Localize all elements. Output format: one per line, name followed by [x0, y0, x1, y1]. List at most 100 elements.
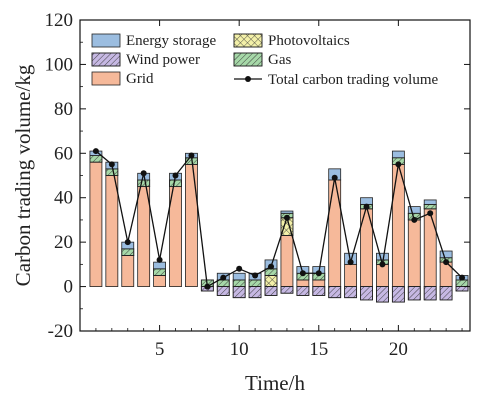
bar-wind-power-21-hatch: [407, 286, 421, 301]
bar-gas-11-hatch: [248, 279, 262, 287]
total-point-8: [204, 283, 211, 290]
total-point-19: [379, 261, 386, 268]
bar-energy-storage-5: [153, 261, 166, 270]
bar-grid-13: [280, 235, 294, 287]
legend-photovoltaics-swatch-hatch: [233, 33, 263, 48]
bar-wind-power-23-hatch: [439, 286, 453, 301]
legend-photovoltaics-label: Photovoltaics: [268, 33, 350, 49]
bar-wind-power-9-hatch: [216, 286, 230, 296]
total-point-22: [427, 210, 434, 217]
bar-gas-6-hatch: [169, 179, 182, 188]
total-point-12: [268, 263, 275, 270]
bar-grid-1: [89, 161, 103, 287]
bar-energy-storage-19: [376, 252, 389, 261]
y-tick-label: 0: [64, 277, 74, 298]
bar-energy-storage-10: [232, 272, 246, 281]
legend-gas-label: Gas: [268, 52, 291, 68]
legend-grid-swatch: [91, 71, 121, 86]
legend-grid-label: Grid: [126, 71, 154, 87]
bar-gas-4-hatch: [137, 179, 151, 188]
total-point-21: [411, 216, 418, 223]
bar-photovoltaics-12-hatch: [264, 275, 278, 287]
bar-gas-3-hatch: [121, 248, 135, 256]
y-tick-label: 100: [45, 54, 74, 75]
bar-grid-7: [185, 163, 198, 287]
total-point-1: [92, 148, 99, 155]
bar-grid-19: [376, 263, 389, 287]
y-tick-label: 80: [54, 99, 73, 120]
bar-grid-2: [105, 175, 119, 287]
total-point-5: [156, 256, 163, 263]
total-point-17: [347, 259, 354, 266]
total-point-18: [363, 203, 370, 210]
y-tick-label: 20: [54, 232, 73, 253]
bar-wind-power-16-hatch: [328, 286, 342, 299]
bar-grid-14: [296, 279, 310, 287]
x-tick-label: 5: [155, 339, 165, 360]
bar-wind-power-12-hatch: [264, 286, 278, 296]
legend-wind-power-label: Wind power: [126, 52, 200, 68]
total-point-4: [140, 170, 147, 177]
total-point-9: [220, 274, 227, 281]
bar-wind-power-20-hatch: [391, 286, 405, 303]
bar-wind-power-22-hatch: [423, 286, 437, 301]
bar-wind-power-15-hatch: [312, 286, 326, 296]
bar-grid-5: [153, 275, 166, 287]
bar-gas-2-hatch: [105, 168, 119, 176]
bar-energy-storage-23: [439, 250, 453, 259]
legend-energy-storage-swatch: [91, 33, 121, 48]
total-point-10: [236, 265, 243, 272]
bar-grid-3: [121, 255, 135, 287]
y-tick-label: 120: [45, 10, 74, 31]
total-point-6: [172, 172, 179, 179]
bar-gas-1-hatch: [89, 155, 103, 163]
bar-gas-24-hatch: [455, 279, 469, 287]
bar-energy-storage-13: [280, 210, 294, 214]
x-tick-label: 10: [230, 339, 249, 360]
total-point-13: [283, 214, 290, 221]
total-point-3: [124, 239, 131, 246]
x-tick-label: 20: [389, 339, 408, 360]
bar-gas-10-hatch: [232, 279, 246, 287]
bar-energy-storage-21: [407, 206, 421, 214]
y-tick-label: 40: [54, 188, 73, 209]
legend-wind-power-swatch-hatch: [91, 52, 121, 67]
legend-total-label: Total carbon trading volume: [268, 72, 438, 88]
legend-gas-swatch-hatch: [233, 52, 263, 67]
bar-grid-20: [391, 163, 405, 287]
bar-gas-22-hatch: [423, 203, 437, 210]
total-point-15: [315, 270, 322, 277]
y-tick-label: 60: [54, 143, 73, 164]
total-point-11: [252, 272, 259, 279]
total-point-2: [108, 161, 115, 168]
total-point-7: [188, 152, 195, 159]
total-point-14: [299, 270, 306, 277]
total-point-20: [395, 161, 402, 168]
bar-energy-storage-22: [423, 199, 437, 205]
legend-energy-storage-label: Energy storage: [126, 33, 216, 49]
bar-energy-storage-20: [391, 150, 405, 159]
bar-grid-6: [169, 186, 182, 287]
bar-wind-power-17-hatch: [344, 286, 358, 299]
bar-wind-power-11-hatch: [248, 286, 262, 299]
y-axis-title: Carbon trading volume/kg: [11, 64, 35, 286]
bar-wind-power-19-hatch: [376, 286, 389, 303]
bar-wind-power-24-hatch: [455, 286, 469, 292]
bar-grid-21: [407, 219, 421, 287]
total-point-24: [459, 274, 466, 281]
bar-grid-16: [328, 179, 342, 287]
bar-gas-12-hatch: [264, 268, 278, 276]
x-axis-title: Time/h: [245, 371, 305, 395]
bar-grid-15: [312, 279, 326, 287]
bar-wind-power-13-hatch: [280, 286, 294, 294]
legend-total-marker: [245, 76, 251, 82]
bar-wind-power-10-hatch: [232, 286, 246, 299]
y-tick-label: -20: [48, 321, 73, 342]
total-point-23: [443, 259, 450, 266]
total-point-16: [331, 174, 338, 181]
bar-gas-9-hatch: [216, 279, 230, 287]
bar-gas-5-hatch: [153, 268, 166, 276]
bar-wind-power-18-hatch: [360, 286, 373, 301]
bar-grid-22: [423, 208, 437, 287]
